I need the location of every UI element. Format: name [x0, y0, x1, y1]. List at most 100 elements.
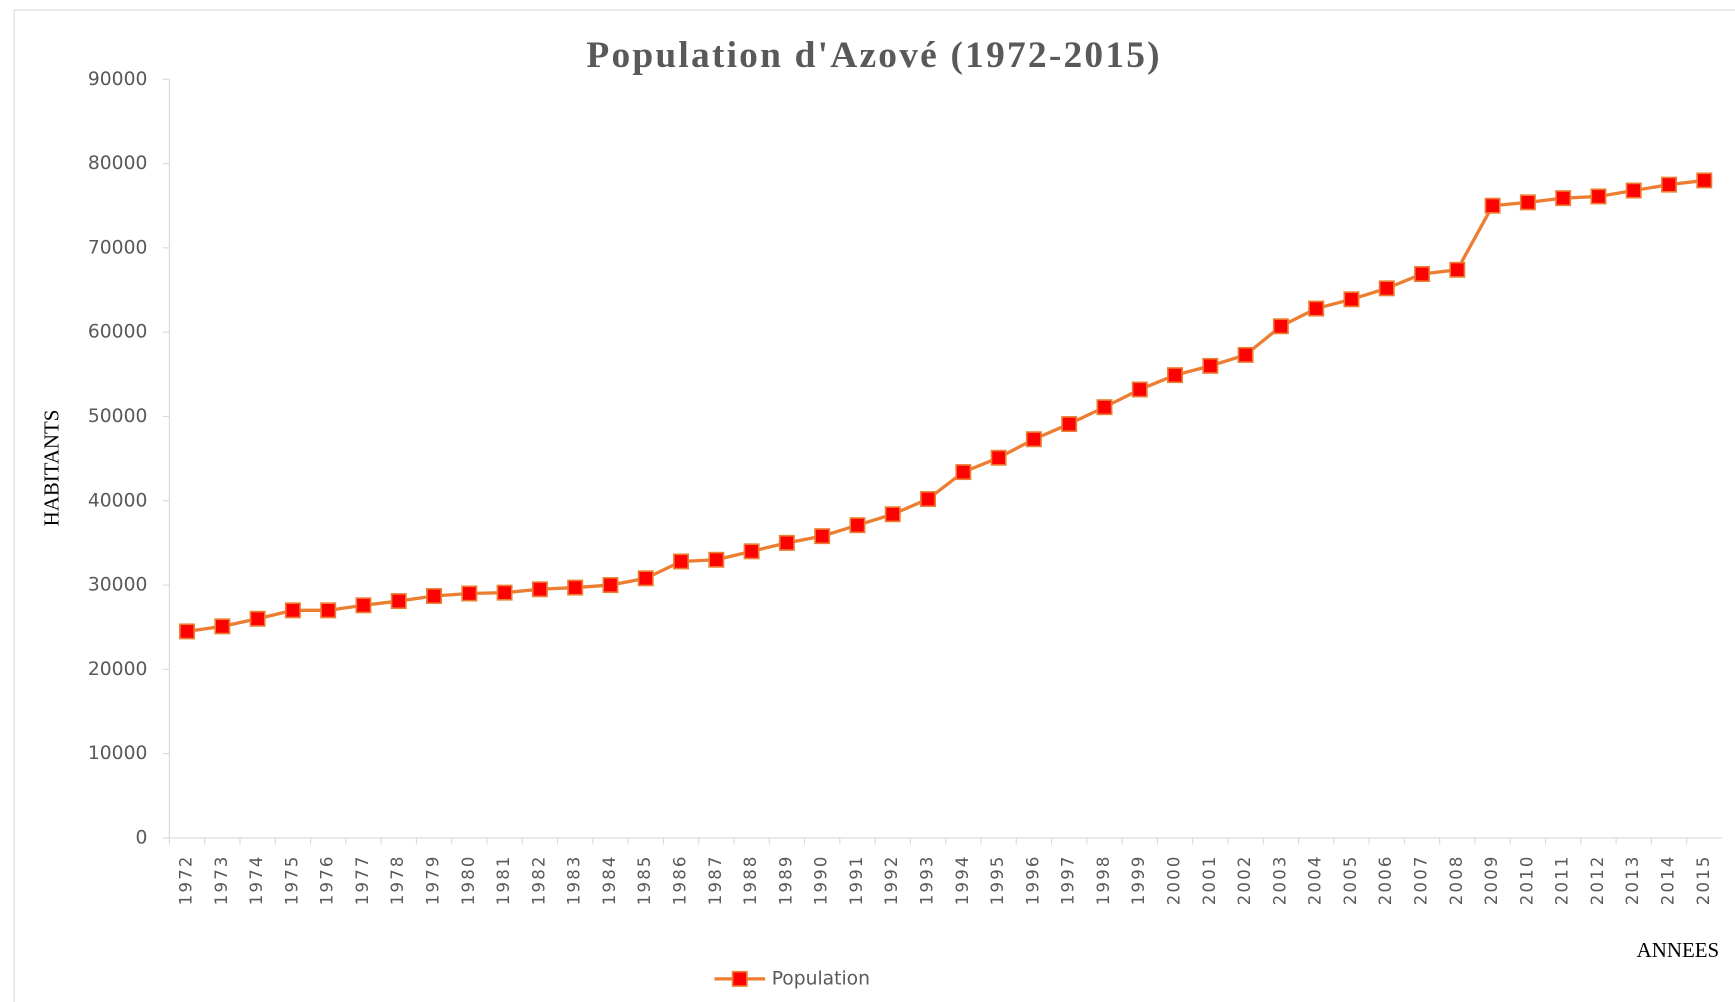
y-tick-label: 50000	[88, 406, 148, 427]
point-marker	[179, 623, 196, 640]
x-tick-label: 2002	[1235, 854, 1254, 905]
x-tick-label: 1981	[494, 854, 513, 905]
x-tick-label: 2008	[1447, 854, 1466, 905]
point-marker	[673, 553, 690, 570]
x-tick-label: 1973	[212, 854, 231, 905]
point-marker	[1025, 431, 1042, 448]
point-marker	[1272, 318, 1289, 335]
point-marker	[1237, 346, 1254, 363]
point-marker	[1484, 197, 1501, 214]
x-axis-label: ANNEES	[1637, 938, 1719, 962]
y-tick-label: 20000	[88, 659, 148, 680]
x-tick-label: 1995	[988, 854, 1007, 905]
x-tick-label: 1978	[388, 854, 407, 905]
point-marker	[955, 464, 972, 481]
x-tick-label: 2005	[1341, 854, 1360, 905]
x-tick-label: 1994	[953, 854, 972, 905]
point-marker	[743, 543, 760, 560]
point-marker	[249, 610, 266, 627]
point-marker	[602, 577, 619, 594]
x-tick-label: 1991	[847, 854, 866, 905]
x-tick-label: 1987	[706, 854, 725, 905]
x-tick-label: 1997	[1059, 854, 1078, 905]
point-marker	[1414, 266, 1431, 282]
x-tick-label: 1990	[812, 854, 831, 905]
legend-label: Population	[772, 968, 870, 989]
x-tick-label: 1985	[635, 854, 654, 905]
x-tick-label: 2001	[1200, 854, 1219, 905]
point-marker	[1590, 188, 1607, 205]
point-marker	[849, 517, 866, 534]
x-tick-label: 1989	[776, 854, 795, 905]
point-marker	[214, 618, 231, 635]
x-tick-label: 2003	[1270, 854, 1289, 905]
point-marker	[920, 491, 937, 508]
x-tick-label: 2004	[1306, 854, 1325, 905]
point-marker	[884, 506, 901, 523]
y-tick-label: 10000	[88, 743, 148, 764]
x-tick-label: 1979	[424, 854, 443, 905]
y-tick-label: 80000	[88, 153, 148, 174]
y-tick-label: 30000	[88, 575, 148, 596]
point-marker	[637, 570, 654, 587]
point-marker	[426, 588, 443, 604]
x-tick-label: 2006	[1376, 854, 1395, 905]
point-marker	[1167, 367, 1184, 384]
x-tick-label: 2014	[1659, 854, 1678, 905]
x-tick-label: 1999	[1129, 854, 1148, 905]
point-marker	[1449, 261, 1466, 278]
x-tick-label: 1988	[741, 854, 760, 905]
point-marker	[355, 597, 372, 614]
x-tick-label: 2010	[1517, 854, 1536, 905]
x-tick-label: 1977	[353, 854, 372, 905]
point-marker	[1555, 190, 1572, 207]
x-tick-label: 1996	[1023, 854, 1042, 905]
chart-title: Population d'Azové (1972-2015)	[586, 35, 1161, 76]
point-marker	[708, 551, 725, 568]
legend-marker	[731, 970, 748, 987]
point-marker	[1378, 280, 1395, 297]
x-tick-label: 2011	[1553, 854, 1572, 905]
series-line	[186, 178, 1705, 634]
point-marker	[320, 602, 337, 619]
x-tick-label: 2015	[1694, 854, 1713, 905]
point-marker	[567, 579, 584, 596]
y-tick-label: 60000	[88, 322, 148, 343]
point-marker	[1308, 300, 1325, 317]
x-tick-label: 1986	[671, 854, 690, 905]
point-marker	[461, 585, 478, 602]
point-marker	[1061, 416, 1078, 433]
point-marker	[1661, 176, 1678, 193]
x-tick-label: 1998	[1094, 854, 1113, 905]
x-tick-label: 1983	[565, 854, 584, 905]
x-tick-label: 1993	[918, 854, 937, 905]
x-tick-label: 2009	[1482, 854, 1501, 905]
x-tick-label: 1976	[318, 854, 337, 905]
x-tick-label: 1982	[529, 854, 548, 905]
point-marker	[531, 581, 548, 598]
x-tick-label: 1992	[882, 854, 901, 905]
point-marker	[1096, 399, 1113, 416]
point-marker	[390, 593, 407, 610]
x-tick-label: 1980	[459, 854, 478, 905]
x-tick-label: 2007	[1412, 854, 1431, 905]
point-marker	[1202, 357, 1219, 374]
x-tick-label: 2000	[1165, 854, 1184, 905]
point-marker	[778, 534, 795, 551]
x-tick-label: 2013	[1623, 854, 1642, 905]
point-marker	[284, 602, 301, 619]
x-tick-label: 1984	[600, 854, 619, 905]
x-tick-label: 2012	[1588, 854, 1607, 905]
x-tick-label: 1975	[282, 854, 301, 905]
y-tick-label: 70000	[88, 237, 148, 258]
point-marker	[1131, 381, 1148, 398]
y-axis-label: HABITANTS	[40, 410, 64, 527]
point-marker	[814, 528, 831, 545]
point-marker	[1696, 172, 1713, 189]
point-marker	[1343, 291, 1360, 308]
y-tick-label: 0	[135, 827, 147, 848]
point-marker	[990, 449, 1007, 466]
point-marker	[496, 584, 513, 601]
y-tick-label: 40000	[88, 490, 148, 511]
